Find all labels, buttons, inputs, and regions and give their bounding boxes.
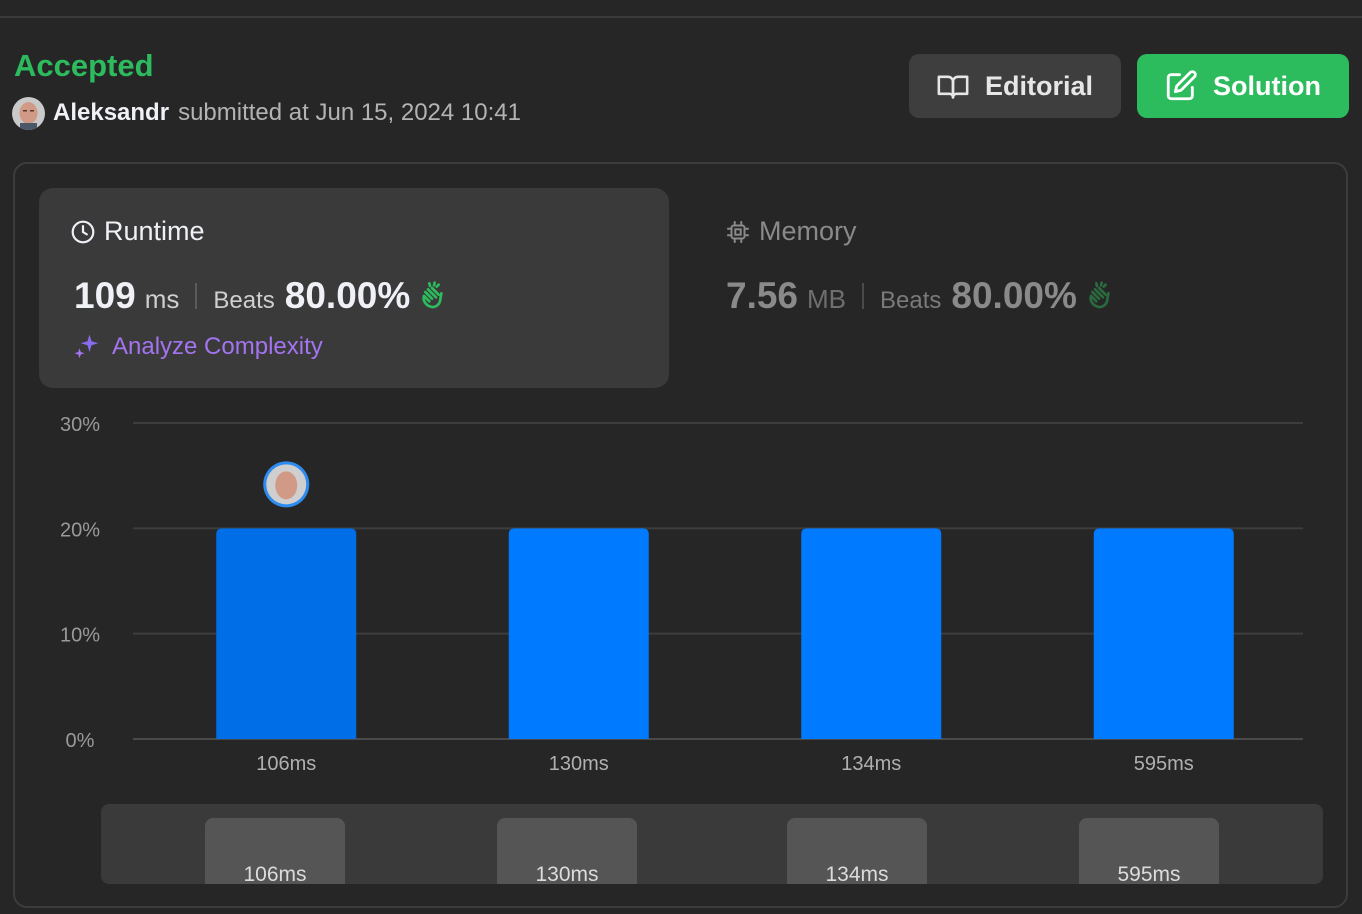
memory-beats-label: Beats — [880, 287, 942, 314]
y-tick-label: 20% — [60, 519, 100, 541]
minimap-item[interactable]: 595ms — [1079, 818, 1219, 884]
clock-icon — [70, 219, 96, 245]
analyze-complexity-label: Analyze Complexity — [112, 333, 323, 360]
memory-value: 7.56 — [726, 275, 799, 316]
chip-icon — [725, 219, 751, 245]
bar[interactable] — [508, 528, 649, 739]
runtime-unit: ms — [144, 284, 180, 314]
submission-status: Accepted — [14, 48, 154, 83]
bar[interactable] — [216, 528, 357, 739]
submitter-line: Aleksandr submitted at Jun 15, 2024 10:4… — [12, 96, 521, 130]
x-tick-label: 595ms — [1134, 753, 1194, 775]
x-tick-label: 134ms — [841, 753, 901, 775]
top-divider — [0, 16, 1362, 18]
memory-title[interactable]: Memory — [725, 216, 857, 247]
bar[interactable] — [1093, 528, 1234, 739]
result-panel — [13, 162, 1348, 908]
memory-metric: 7.56 MB Beats 80.00% — [726, 275, 1115, 317]
y-tick-label: 0% — [66, 730, 95, 752]
editorial-button[interactable]: Editorial — [909, 54, 1121, 118]
minimap-label: 106ms — [243, 863, 307, 884]
y-tick-label: 10% — [60, 625, 100, 647]
memory-unit: MB — [807, 284, 847, 314]
submitted-timestamp: submitted at Jun 15, 2024 10:41 — [178, 99, 521, 126]
minimap-item[interactable]: 130ms — [497, 818, 637, 884]
x-tick-label: 106ms — [256, 753, 316, 775]
runtime-beats-percent: 80.00% — [284, 275, 411, 316]
chart-range-minimap[interactable]: 106ms 130ms 134ms 595ms — [101, 804, 1323, 884]
minimap-item[interactable]: 134ms — [787, 818, 927, 884]
book-open-icon — [936, 69, 970, 103]
memory-beats-percent: 80.00% — [951, 275, 1077, 316]
editorial-label: Editorial — [985, 70, 1094, 101]
clapping-hands-icon — [416, 280, 448, 312]
runtime-title: Runtime — [70, 216, 205, 247]
x-tick-label: 130ms — [549, 753, 609, 775]
minimap-label: 134ms — [825, 863, 889, 884]
sparkles-icon — [72, 332, 102, 362]
solution-label: Solution — [1213, 70, 1321, 101]
metric-divider — [195, 283, 198, 309]
runtime-metric: 109 ms Beats 80.00% — [74, 275, 448, 317]
minimap-item[interactable]: 106ms — [205, 818, 345, 884]
avatar-marker-face — [275, 471, 298, 500]
runtime-value: 109 — [74, 275, 136, 316]
analyze-complexity-link[interactable]: Analyze Complexity — [72, 332, 323, 362]
minimap-label: 595ms — [1117, 863, 1181, 884]
metric-divider — [862, 283, 865, 309]
runtime-title-label: Runtime — [104, 216, 205, 246]
memory-title-label: Memory — [759, 216, 857, 246]
avatar[interactable] — [12, 96, 45, 130]
runtime-distribution-chart: 0% 10% 20% 30% 106ms 130ms 134ms 595ms — [60, 414, 1303, 775]
solution-button[interactable]: Solution — [1137, 54, 1349, 118]
bar[interactable] — [801, 528, 942, 739]
clapping-hands-icon — [1083, 280, 1115, 312]
username[interactable]: Aleksandr — [53, 99, 170, 126]
minimap-label: 130ms — [535, 863, 599, 884]
runtime-beats-label: Beats — [213, 287, 275, 314]
pencil-square-icon — [1164, 69, 1198, 103]
y-tick-label: 30% — [60, 414, 100, 436]
runtime-card[interactable] — [39, 188, 669, 388]
